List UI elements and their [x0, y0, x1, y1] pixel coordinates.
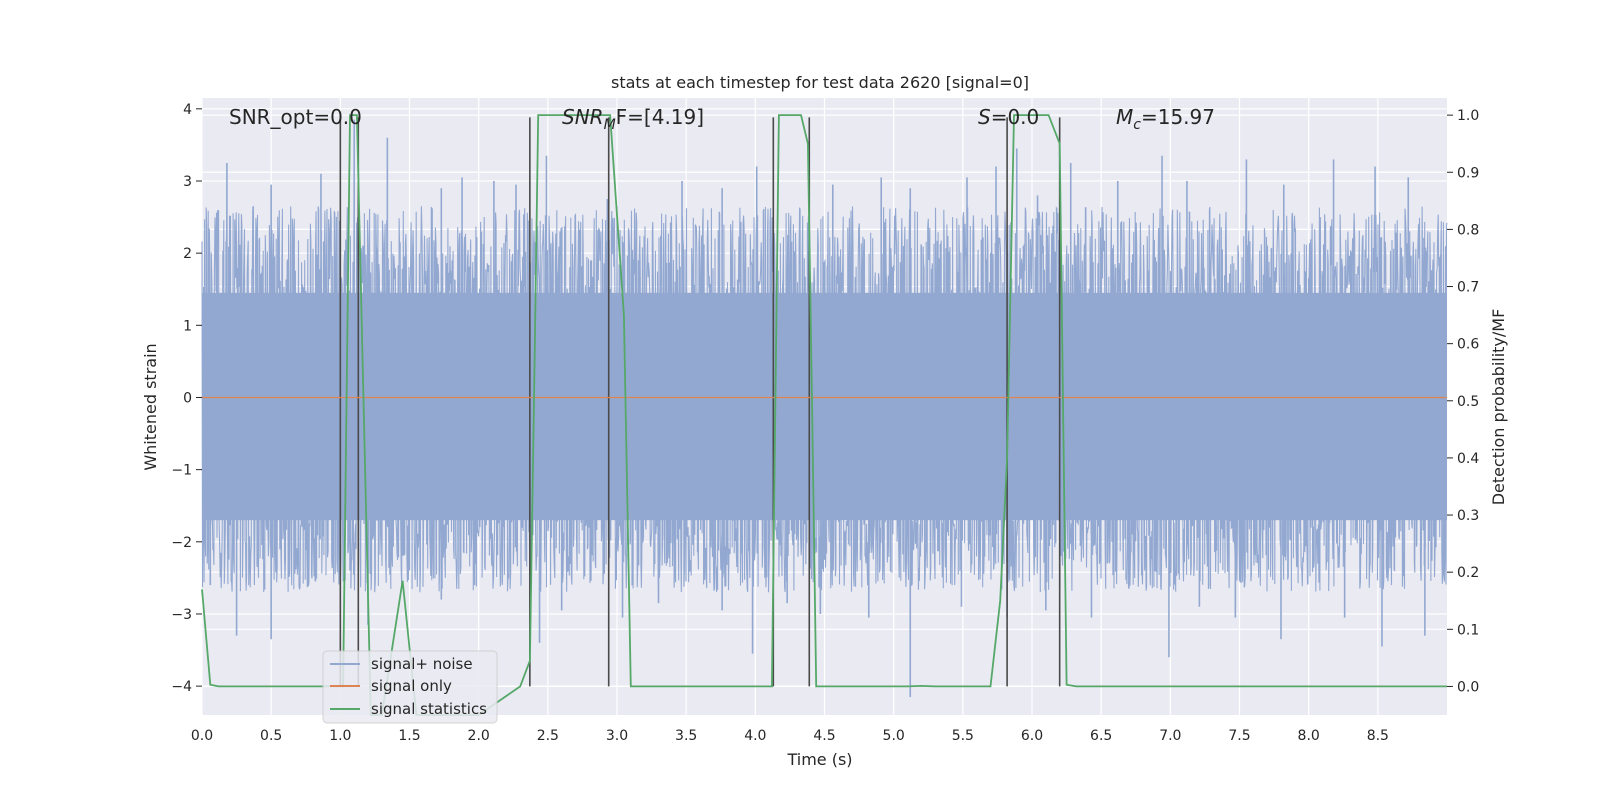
- y-tick-label-left: 3: [183, 174, 192, 190]
- y-tick-label-right: 0.2: [1457, 565, 1479, 581]
- signal-noise-series: [201, 119, 1448, 697]
- x-tick-label: 3.0: [606, 728, 628, 744]
- x-tick-label: 4.0: [744, 728, 766, 744]
- y-tick-label-left: −3: [171, 607, 192, 623]
- y-tick-label-right: 0.6: [1457, 337, 1479, 353]
- legend-label-signal-statistics: signal statistics: [371, 700, 487, 718]
- y-tick-label-right: 0.8: [1457, 222, 1479, 238]
- x-tick-label: 8.5: [1367, 728, 1389, 744]
- x-tick-label: 4.5: [813, 728, 835, 744]
- chart-title: stats at each timestep for test data 262…: [611, 73, 1029, 92]
- annotation-s: S=0.0: [978, 105, 1039, 129]
- y-tick-label-right: 0.4: [1457, 451, 1479, 467]
- x-tick-label: 6.5: [1090, 728, 1112, 744]
- y-tick-label-right: 0.1: [1457, 622, 1479, 638]
- y-tick-label-right: 0.5: [1457, 394, 1479, 410]
- y-tick-label-left: 4: [183, 102, 192, 118]
- y-tick-label-left: −1: [171, 463, 192, 479]
- y-axis-label-left: Whitened strain: [141, 343, 160, 470]
- legend-label-signal-noise: signal+ noise: [371, 655, 473, 673]
- y-tick-label-left: −4: [171, 679, 192, 695]
- y-tick-label-right: 0.7: [1457, 280, 1479, 296]
- annotation-mc: Mc=15.97: [1116, 105, 1215, 133]
- x-tick-label: 2.5: [537, 728, 559, 744]
- axes: 0.0 0.5 1.0 1.5 2.0 2.5 3.0 3.5 4.0 4.5 5.0 5.5 6.0 6…: [171, 102, 1479, 744]
- legend-label-signal-only: signal only: [371, 677, 452, 695]
- annotation-snr-mf: SNRMF=[4.19]: [562, 105, 704, 133]
- legend: signal+ noise signal only signal statist…: [322, 650, 498, 724]
- annotation-snr-opt: SNR_opt=0.0: [229, 105, 362, 129]
- x-tick-label: 1.0: [329, 728, 351, 744]
- signal-noise-trace: [201, 206, 1448, 593]
- x-tick-label: 5.5: [952, 728, 974, 744]
- signal-noise-band: [202, 292, 1447, 521]
- y-tick-label-right: 0.9: [1457, 165, 1479, 181]
- legend-box: [322, 650, 498, 724]
- x-tick-label: 7.5: [1228, 728, 1250, 744]
- y-tick-label-left: 0: [183, 390, 192, 406]
- x-tick-label: 0.0: [191, 728, 213, 744]
- y-tick-label-right: 1.0: [1457, 108, 1479, 124]
- x-tick-label: 3.5: [675, 728, 697, 744]
- x-axis-label: Time (s): [786, 750, 852, 769]
- x-tick-label: 8.0: [1298, 728, 1320, 744]
- x-tick-label: 5.0: [883, 728, 905, 744]
- x-tick-label: 2.0: [468, 728, 490, 744]
- y-axis-label-right: Detection probability/MF: [1489, 309, 1508, 506]
- y-tick-label-right: 0.0: [1457, 679, 1479, 695]
- y-tick-label-left: 2: [183, 246, 192, 262]
- y-tick-label-right: 0.3: [1457, 508, 1479, 524]
- y-tick-label-left: 1: [183, 318, 192, 334]
- x-tick-label: 0.5: [260, 728, 282, 744]
- x-tick-label: 7.0: [1159, 728, 1181, 744]
- x-tick-label: 6.0: [1021, 728, 1043, 744]
- x-tick-label: 1.5: [398, 728, 420, 744]
- y-tick-label-left: −2: [171, 535, 192, 551]
